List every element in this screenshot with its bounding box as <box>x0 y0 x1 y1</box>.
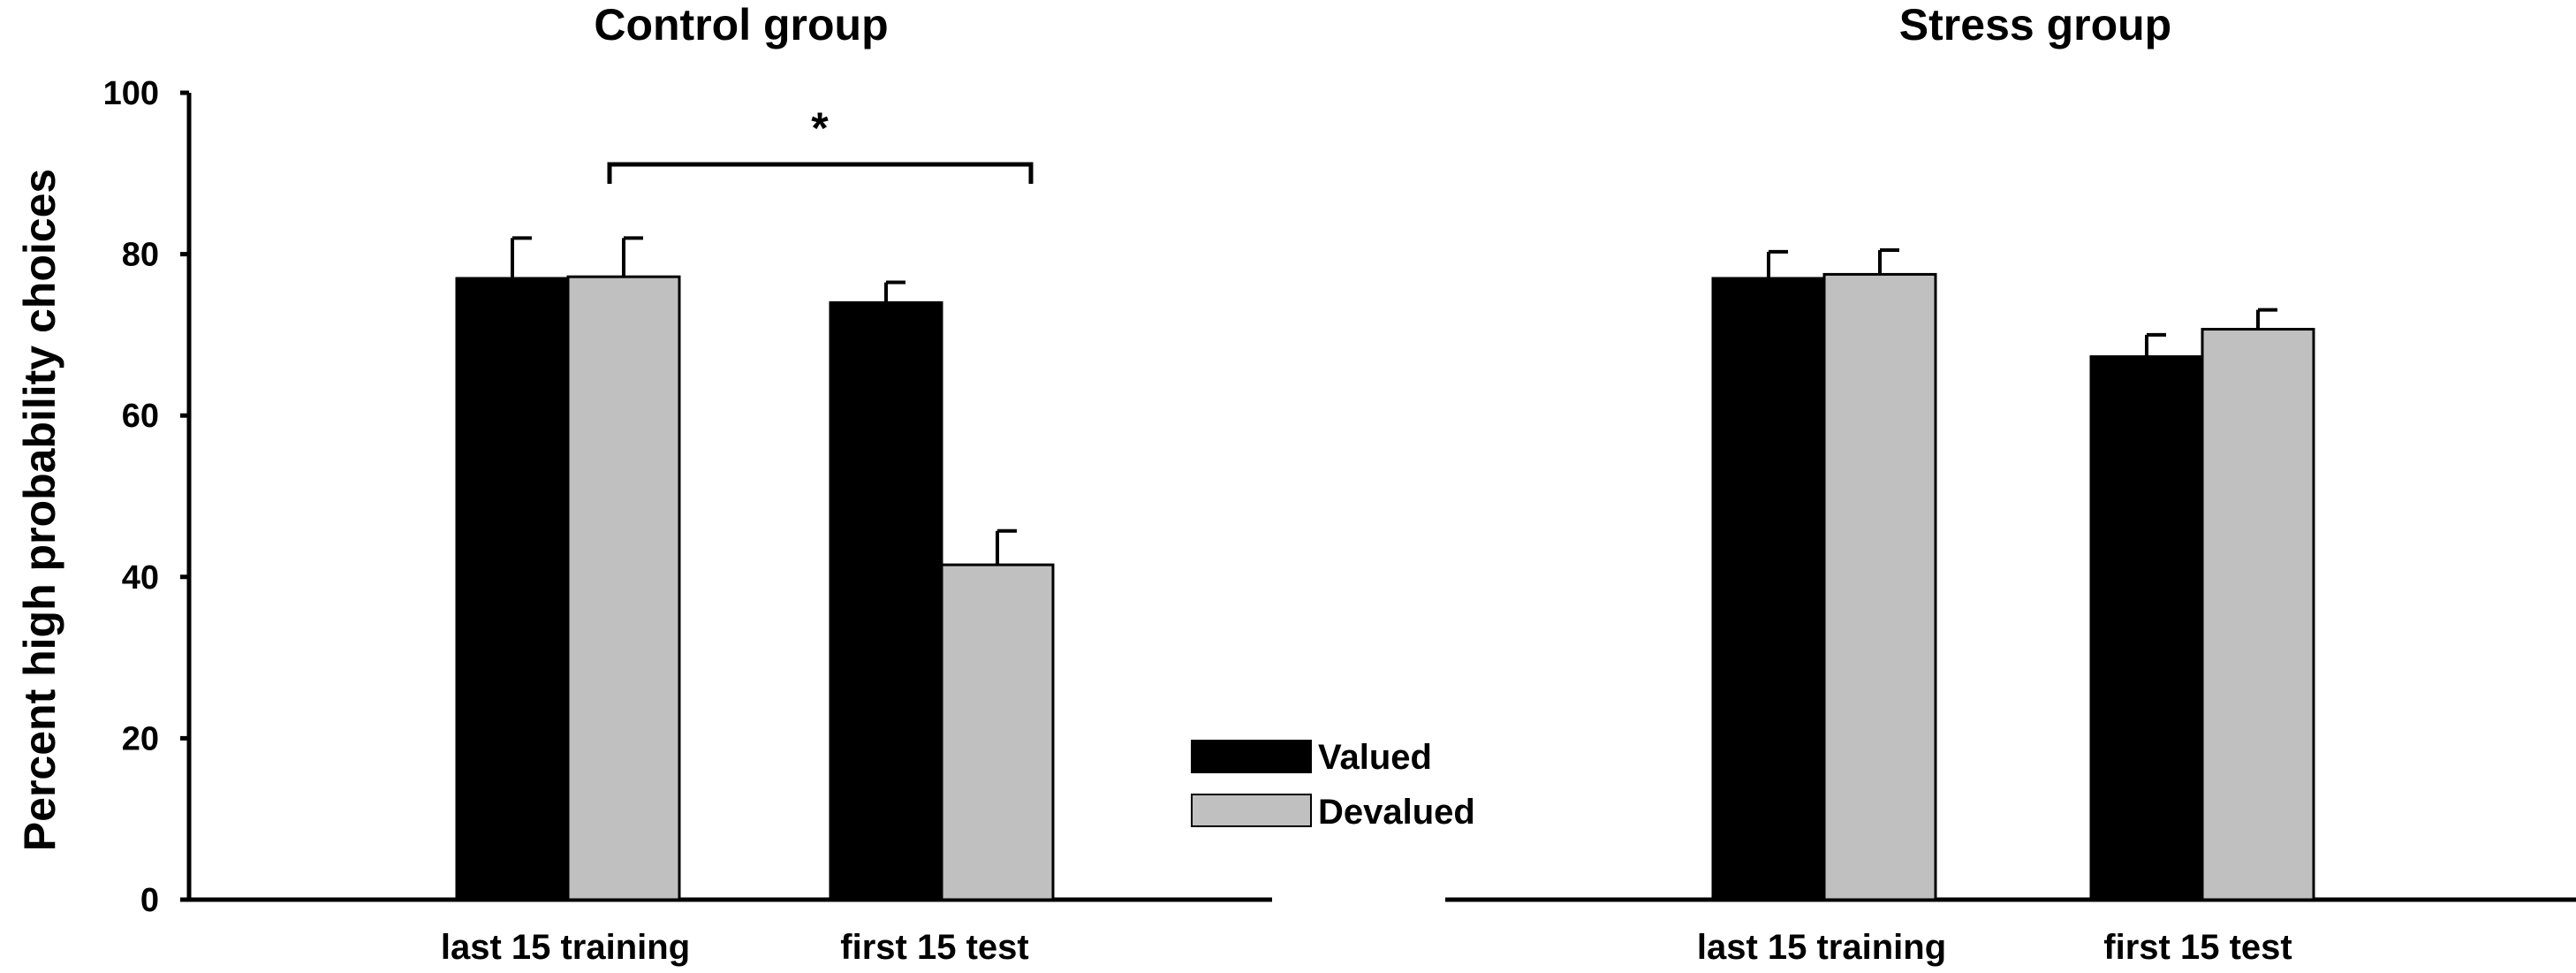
bar-valued <box>829 300 943 901</box>
y-axis-title: Percent high probability choices <box>15 169 64 851</box>
significance-asterisk: * <box>811 103 829 153</box>
legend-swatch-valued <box>1191 740 1312 773</box>
y-tick-label: 40 <box>122 559 159 597</box>
panel-title-control: Control group <box>594 0 888 49</box>
significance-bracket: * <box>607 103 1034 184</box>
bar-devalued <box>2201 328 2315 901</box>
bar-valued <box>1711 277 1826 901</box>
y-tick-label: 80 <box>122 237 159 274</box>
category-label: last 15 training <box>1697 928 1946 967</box>
legend: Valued Devalued <box>1191 738 1475 832</box>
y-tick-label: 0 <box>140 882 159 919</box>
bar-devalued <box>1822 272 1937 901</box>
category-label: first 15 test <box>2103 928 2292 967</box>
y-tick-label: 20 <box>122 720 159 757</box>
bar-devalued <box>940 563 1055 901</box>
category-label: first 15 test <box>840 928 1028 967</box>
category-label: last 15 training <box>441 928 690 967</box>
bar-valued <box>455 277 570 901</box>
legend-label-devalued: Devalued <box>1318 793 1475 832</box>
y-tick-label: 60 <box>122 398 159 435</box>
legend-swatch-devalued <box>1191 794 1312 827</box>
bar-devalued <box>566 275 681 901</box>
y-tick-label: 100 <box>103 75 159 112</box>
legend-label-valued: Valued <box>1318 738 1432 777</box>
panel-title-stress: Stress group <box>1899 0 2171 49</box>
bar-valued <box>2089 355 2204 901</box>
